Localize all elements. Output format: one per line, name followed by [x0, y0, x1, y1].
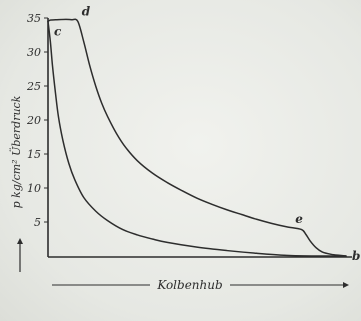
y-arrow — [17, 238, 23, 272]
x-arrow-head — [343, 282, 349, 288]
point-label-d: d — [82, 4, 91, 18]
x-axis-label: Kolbenhub — [156, 278, 222, 292]
y-tick-label: 5 — [34, 216, 41, 229]
y-arrow-head — [17, 238, 23, 244]
expansion-curve — [47, 18, 347, 257]
y-ticks: 5 10 15 20 25 30 35 — [26, 12, 48, 229]
y-tick-label: 20 — [26, 114, 41, 127]
y-axis-label: p kg/cm² Überdruck — [9, 95, 23, 208]
y-tick-label: 10 — [27, 182, 41, 195]
x-axis-label-group: Kolbenhub — [52, 278, 349, 292]
point-label-e: e — [295, 212, 303, 226]
series-layer — [47, 18, 347, 257]
point-labels-layer: c d e b — [54, 4, 360, 263]
y-tick-label: 35 — [27, 12, 41, 25]
point-label-b: b — [352, 249, 360, 263]
compression-curve — [47, 20, 347, 257]
y-tick-label: 15 — [27, 148, 41, 161]
y-tick-label: 25 — [26, 80, 41, 93]
axes — [47, 18, 352, 258]
y-axis-label-group: p kg/cm² Überdruck — [9, 95, 23, 208]
y-tick-label: 30 — [27, 46, 41, 59]
point-label-c: c — [54, 24, 62, 38]
